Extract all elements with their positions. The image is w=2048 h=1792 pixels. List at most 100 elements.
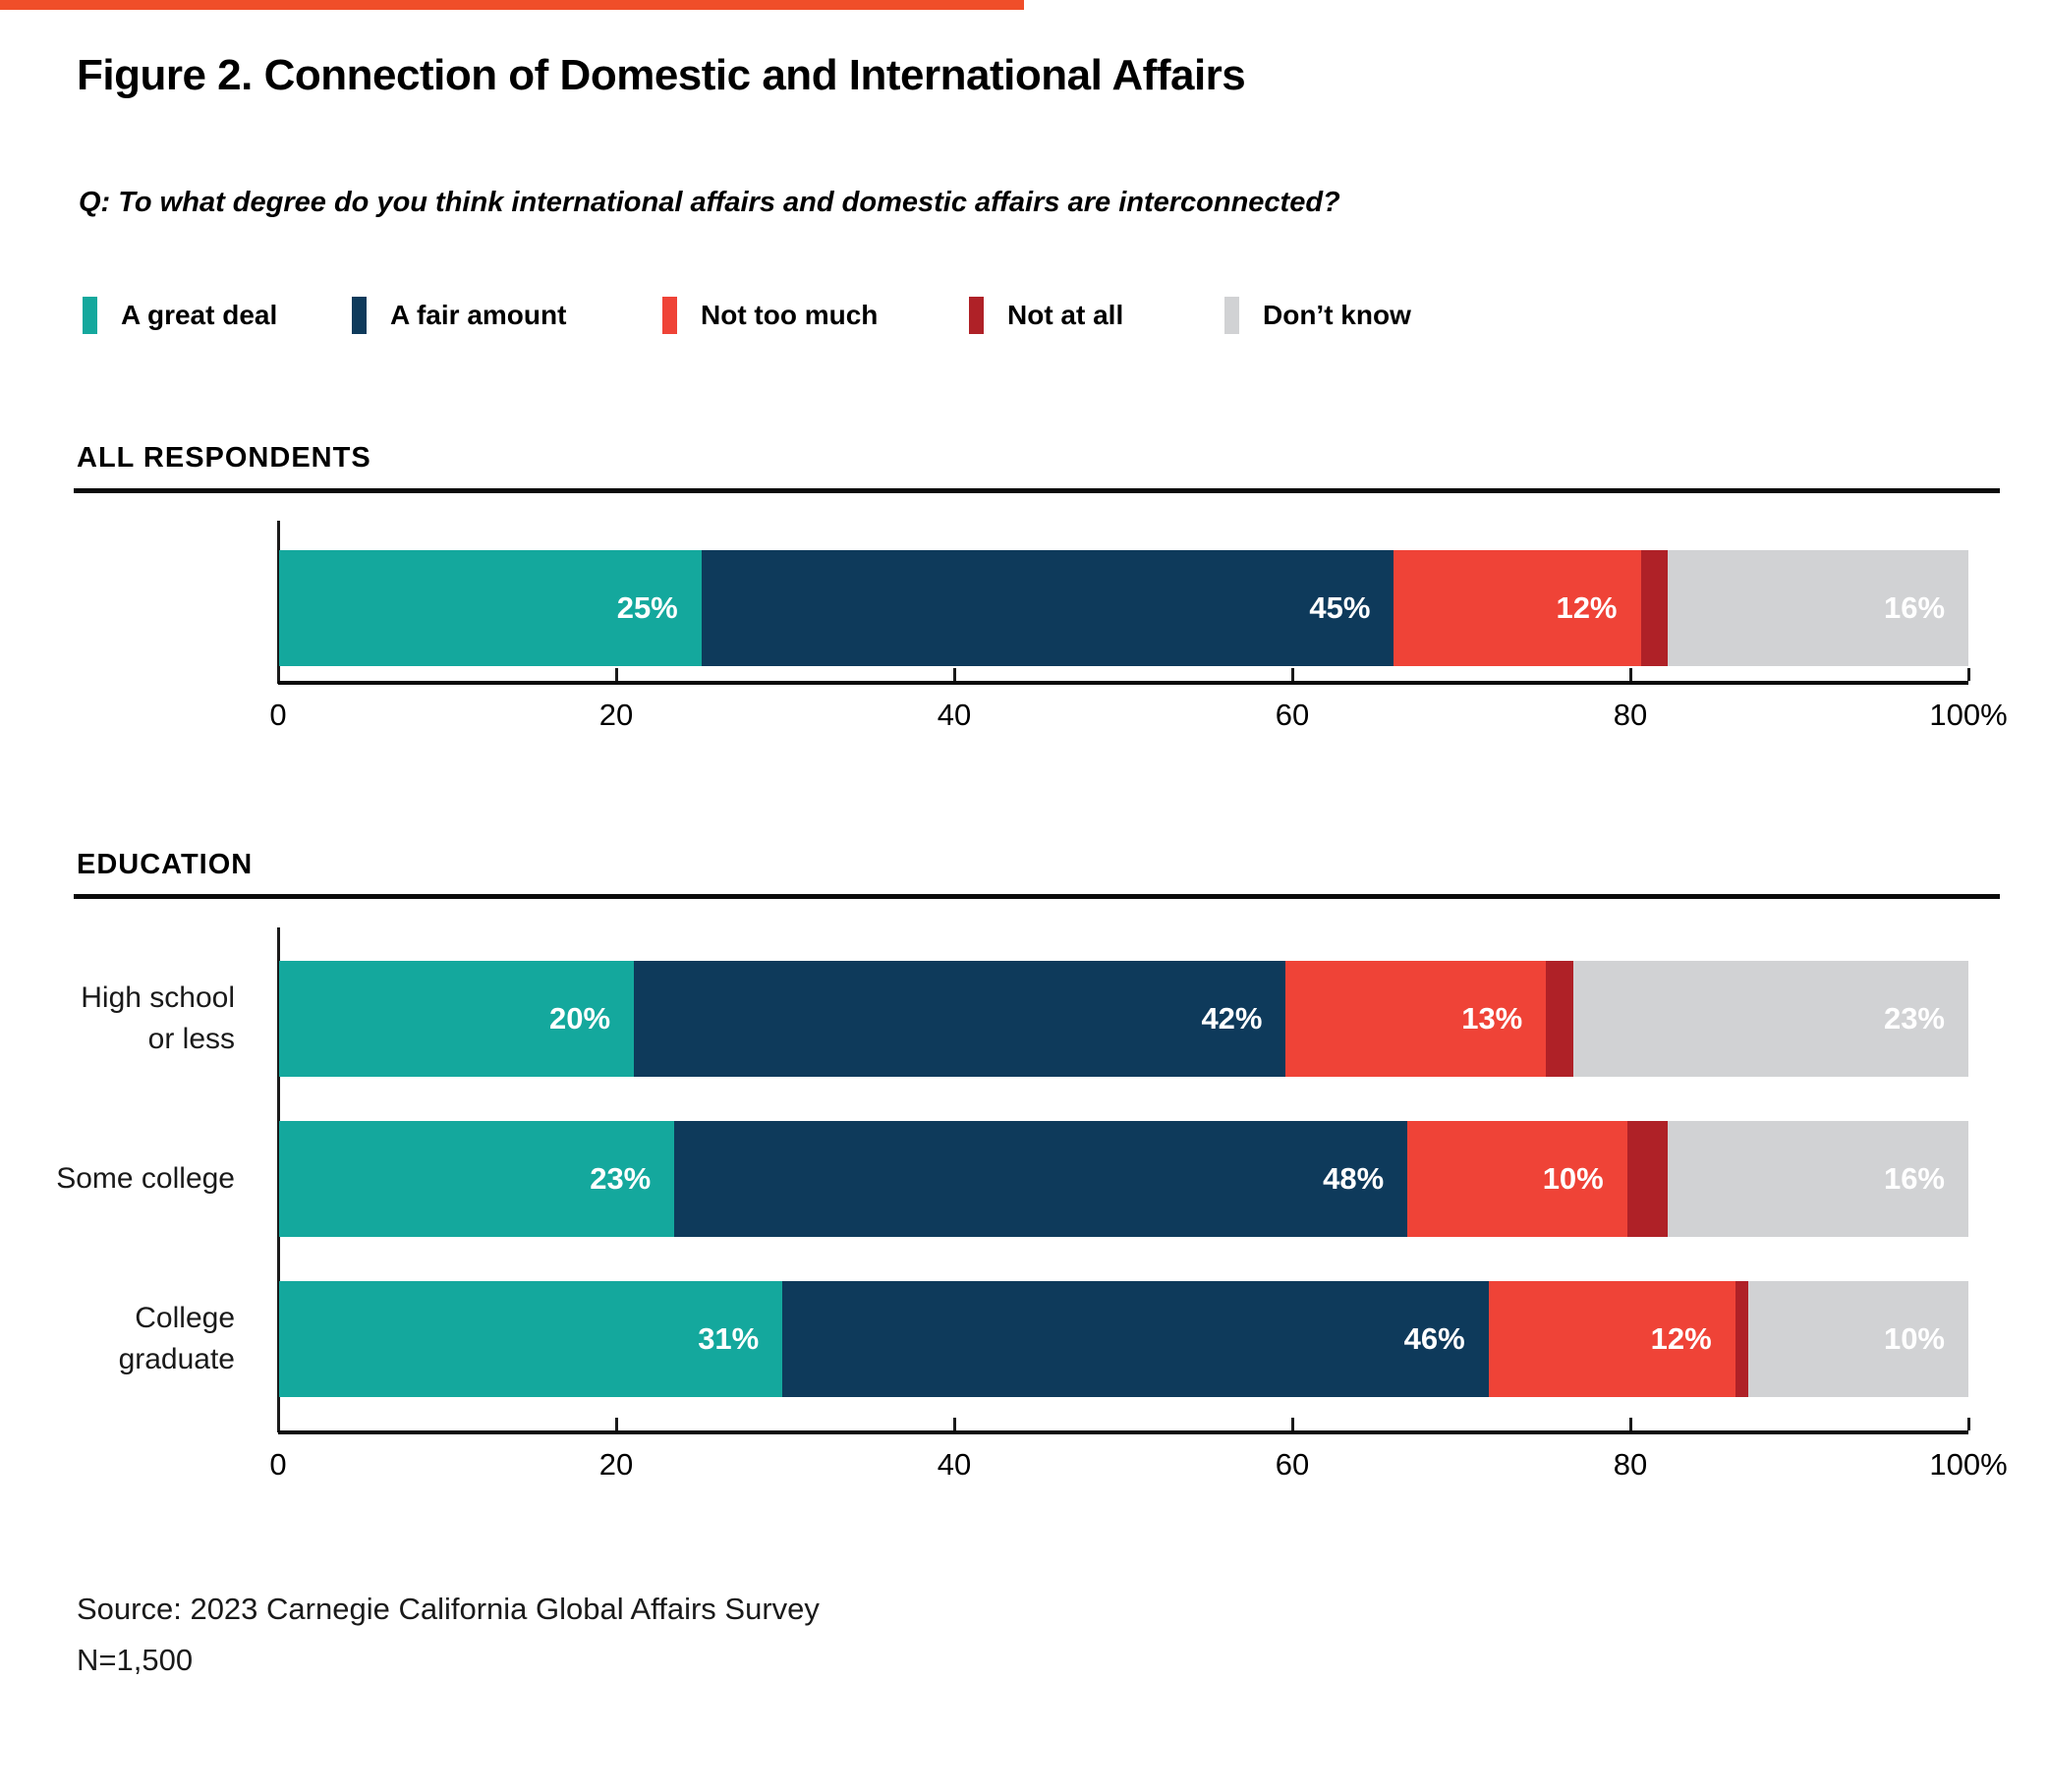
- x-axis-tick: [953, 668, 956, 681]
- x-axis-tick-label: 20: [598, 698, 634, 732]
- legend-label: Not too much: [701, 300, 879, 330]
- legend-swatch: [662, 297, 677, 334]
- top-accent-bar: [0, 0, 1024, 10]
- bar-segment-label: 45%: [1309, 590, 1371, 625]
- stacked-bar: 25% 45% 12% 16%: [279, 550, 1969, 666]
- x-axis-tick-label: 100%: [1929, 1447, 2008, 1482]
- bar-segment: [1546, 961, 1573, 1077]
- y-axis-line: [277, 521, 280, 684]
- bar-segment: 42%: [634, 961, 1286, 1077]
- bar-segment-label: 48%: [1323, 1161, 1385, 1196]
- bar-segment-label: 16%: [1883, 1161, 1945, 1196]
- stacked-bar: 20% 42% 13% 23%: [279, 961, 1968, 1077]
- section-rule: [74, 894, 2000, 899]
- bar-segment-label: 23%: [590, 1161, 652, 1196]
- legend-swatch: [969, 297, 984, 334]
- x-axis-tick: [1967, 1418, 1970, 1430]
- bar-row: College graduate 31% 46% 12% 10%: [119, 1281, 1968, 1397]
- bar-segment-label: 10%: [1542, 1161, 1604, 1196]
- bar-segment-label: 23%: [1883, 1001, 1945, 1036]
- section-rule: [74, 488, 2000, 493]
- legend-swatch: [352, 297, 367, 334]
- bar-chart-education: High school or less 20% 42% 13% 23% Some colle…: [56, 961, 1968, 1397]
- x-axis-line: [278, 1418, 1970, 1434]
- x-axis-tick: [1629, 668, 1632, 681]
- legend-label: A fair amount: [390, 300, 567, 330]
- figure-title: Figure 2. Connection of Domestic and Int…: [77, 51, 1246, 99]
- x-axis-tick-label: 80: [1613, 1447, 1648, 1482]
- stacked-bar: 31% 46% 12% 10%: [279, 1281, 1968, 1397]
- bar-segment: 23%: [279, 1121, 675, 1237]
- x-axis-line: [278, 668, 1970, 685]
- source-note: Source: 2023 Carnegie California Global …: [77, 1592, 820, 1626]
- x-axis-tick: [953, 1418, 956, 1430]
- bar-segment-label: 42%: [1201, 1001, 1263, 1036]
- bar-row: High school or less 20% 42% 13% 23%: [81, 961, 1968, 1077]
- legend-swatch: [83, 297, 97, 334]
- x-axis-tick: [615, 668, 618, 681]
- x-axis-tick-label: 0: [269, 698, 287, 732]
- legend-item: A great deal: [83, 296, 277, 335]
- bar-row: 25% 45% 12% 16%: [278, 550, 1969, 666]
- x-axis-tick: [1291, 668, 1294, 681]
- bar-segment: 12%: [1394, 550, 1641, 666]
- x-axis-tick-label: 40: [937, 698, 972, 732]
- bar-segment: 25%: [279, 550, 702, 666]
- legend-item: Don’t know: [1224, 296, 1411, 335]
- stacked-bar: 23% 48% 10% 16%: [279, 1121, 1968, 1237]
- row-label: Some college: [56, 1162, 235, 1195]
- y-axis-line: [277, 927, 280, 1432]
- legend-item: A fair amount: [352, 296, 566, 335]
- bar-segment: [1640, 550, 1668, 666]
- bar-segment: 48%: [674, 1121, 1408, 1237]
- bar-segment: 10%: [1748, 1281, 1968, 1397]
- bar-segment-label: 16%: [1883, 590, 1946, 625]
- survey-question: Q: To what degree do you think internati…: [79, 187, 1340, 218]
- x-axis-labels: 0 20 40 60 80 100%: [269, 681, 2007, 732]
- x-axis-labels: 0 20 40 60 80 100%: [269, 1430, 2007, 1482]
- bar-segment: 13%: [1285, 961, 1547, 1077]
- x-axis-tick-label: 60: [1275, 1447, 1310, 1482]
- bar-segment-label: 10%: [1883, 1321, 1945, 1356]
- bar-segment-label: 46%: [1403, 1321, 1465, 1356]
- x-axis-tick-label: 0: [269, 1447, 287, 1482]
- bar-segment: 16%: [1667, 1121, 1968, 1237]
- x-axis-tick: [1967, 668, 1970, 681]
- bar-segment: [1735, 1281, 1749, 1397]
- legend-item: Not too much: [662, 296, 878, 335]
- bar-segment-label: 12%: [1650, 1321, 1712, 1356]
- bar-segment: 23%: [1572, 961, 1968, 1077]
- bar-segment: 12%: [1488, 1281, 1735, 1397]
- bar-segment-label: 31%: [698, 1321, 760, 1356]
- x-axis-tick-label: 100%: [1929, 698, 2008, 732]
- section-header-education: EDUCATION: [77, 849, 254, 880]
- row-label: College graduate: [118, 1302, 235, 1375]
- bar-segment: 20%: [279, 961, 635, 1077]
- bar-segment: 45%: [701, 550, 1394, 666]
- bar-segment: 10%: [1407, 1121, 1627, 1237]
- bar-segment: [1626, 1121, 1668, 1237]
- bar-segment: 16%: [1668, 550, 1969, 666]
- bar-segment-label: 12%: [1556, 590, 1618, 625]
- legend-label: Not at all: [1007, 300, 1124, 330]
- bar-row: Some college 23% 48% 10% 16%: [56, 1121, 1968, 1237]
- x-axis-tick: [1629, 1418, 1632, 1430]
- legend-item: Not at all: [969, 296, 1123, 335]
- legend-label: A great deal: [121, 300, 278, 330]
- bar-segment-label: 25%: [616, 590, 678, 625]
- row-label: High school or less: [81, 981, 235, 1055]
- bar-segment: 31%: [279, 1281, 783, 1397]
- x-axis-tick-label: 80: [1613, 698, 1648, 732]
- bar-chart-all-respondents: 25% 45% 12% 16%: [278, 550, 1969, 666]
- x-axis-tick: [1291, 1418, 1294, 1430]
- x-axis-tick-label: 20: [598, 1447, 634, 1482]
- legend-swatch: [1224, 297, 1239, 334]
- x-axis-tick-label: 60: [1275, 698, 1310, 732]
- sample-size-note: N=1,500: [77, 1643, 194, 1677]
- section-header-all-respondents: ALL RESPONDENTS: [77, 442, 371, 474]
- bar-segment-label: 13%: [1461, 1001, 1523, 1036]
- bar-segment-label: 20%: [548, 1001, 611, 1036]
- x-axis-tick: [615, 1418, 618, 1430]
- x-axis-tick-label: 40: [937, 1447, 972, 1482]
